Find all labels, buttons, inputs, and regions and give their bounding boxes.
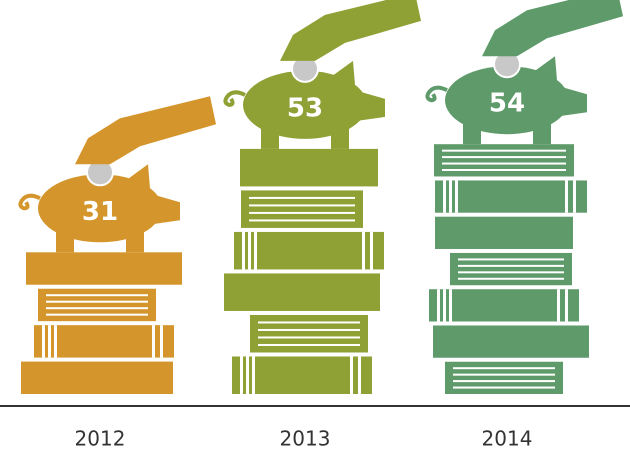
book-stack xyxy=(429,144,589,394)
book-stripe xyxy=(248,232,251,270)
book-stripe xyxy=(458,271,564,273)
book-stripe xyxy=(449,180,452,212)
book-stripe xyxy=(453,387,555,389)
value-label: 54 xyxy=(489,89,525,119)
book-stripe xyxy=(46,307,148,309)
book-stripe xyxy=(442,150,566,152)
book-stripe xyxy=(449,289,452,321)
book-stripe xyxy=(573,180,576,212)
book xyxy=(26,252,182,284)
book-stripe xyxy=(160,325,163,357)
book xyxy=(240,149,378,187)
book-stripe xyxy=(258,336,360,338)
x-tick-label: 2014 xyxy=(482,427,533,451)
piggy-bank xyxy=(20,96,216,252)
book xyxy=(433,325,589,357)
book-stripe xyxy=(565,180,568,212)
book-stripe xyxy=(455,180,458,212)
pig-tail xyxy=(427,88,447,101)
book-stripe xyxy=(358,356,361,394)
book xyxy=(434,144,574,176)
book-stripe xyxy=(252,356,255,394)
book-stripe xyxy=(152,325,155,357)
book-stripe xyxy=(362,232,365,270)
book-stripe xyxy=(46,294,148,296)
book-stripe xyxy=(458,278,564,280)
piggy-bank xyxy=(225,0,421,149)
value-label: 31 xyxy=(82,197,118,227)
book-stripe xyxy=(442,169,566,171)
book-stripe xyxy=(240,356,243,394)
chart: 31 2012 53 2013 54 2014 xyxy=(0,0,630,457)
piggy-bank xyxy=(427,0,623,144)
book-stripe xyxy=(242,232,245,270)
book-stripe xyxy=(258,329,360,331)
book xyxy=(21,362,173,394)
book-stripe xyxy=(350,356,353,394)
x-tick-label: 2012 xyxy=(75,427,126,451)
hand xyxy=(280,0,421,61)
value-label: 53 xyxy=(287,93,323,123)
book-stripe xyxy=(557,289,560,321)
book-stripe xyxy=(258,344,360,346)
book-stripe xyxy=(453,367,555,369)
book-stripe xyxy=(258,321,360,323)
book-stripe xyxy=(249,197,355,199)
book-stripe xyxy=(249,219,355,221)
x-tick-label: 2013 xyxy=(280,427,331,451)
book-stripe xyxy=(458,258,564,260)
book-stripe xyxy=(565,289,568,321)
book xyxy=(38,289,156,321)
book xyxy=(241,190,363,228)
book-stripe xyxy=(458,265,564,267)
book-stripe xyxy=(437,289,440,321)
book-stripe xyxy=(249,204,355,206)
book-stripe xyxy=(442,163,566,165)
book-stripe xyxy=(42,325,45,357)
book-stack xyxy=(21,252,182,394)
book-stripe xyxy=(443,180,446,212)
book-stripe xyxy=(48,325,51,357)
book xyxy=(435,217,573,249)
book-stripe xyxy=(46,314,148,316)
pig-tail xyxy=(20,196,40,209)
book-stripe xyxy=(453,374,555,376)
book xyxy=(450,253,572,285)
hand xyxy=(482,0,623,56)
book-stripe xyxy=(453,380,555,382)
book-stack xyxy=(224,149,384,394)
book xyxy=(224,273,380,311)
book-stripe xyxy=(249,212,355,214)
book-stripe xyxy=(54,325,57,357)
pig-snout xyxy=(559,86,587,116)
pig-tail xyxy=(225,92,245,105)
pig-snout xyxy=(152,194,180,224)
page: 312012532013542014 (() => { const data =… xyxy=(0,0,630,457)
book xyxy=(445,362,563,394)
book-stripe xyxy=(254,232,257,270)
book-stripe xyxy=(246,356,249,394)
book-stripe xyxy=(370,232,373,270)
book xyxy=(250,315,368,353)
pig-snout xyxy=(357,91,385,121)
hand xyxy=(75,96,216,164)
book-stripe xyxy=(46,301,148,303)
book-stripe xyxy=(443,289,446,321)
book-stripe xyxy=(442,156,566,158)
